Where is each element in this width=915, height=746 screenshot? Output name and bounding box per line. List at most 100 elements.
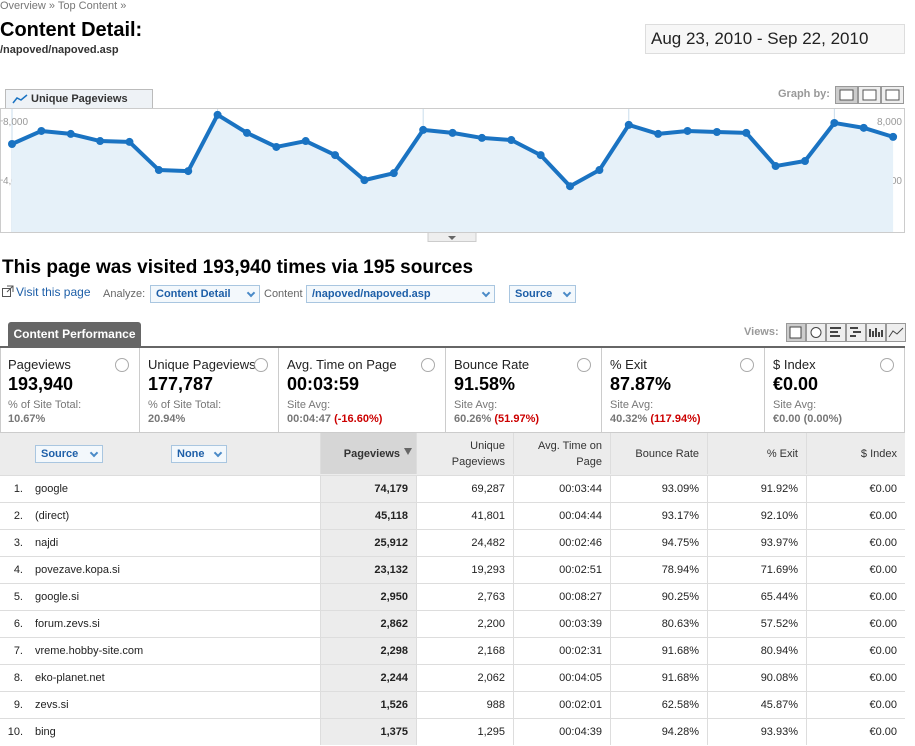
point — [712, 127, 721, 136]
column-header[interactable]: % Exit — [707, 433, 806, 474]
cell-value: 69,287 — [416, 475, 513, 502]
scorecard-note: Site Avg: 00:04:47 (-16.60%) — [287, 398, 445, 426]
point — [272, 142, 281, 151]
column-label: Unique Pageviews — [451, 439, 505, 468]
help-icon[interactable] — [254, 358, 268, 372]
cell-value: 00:02:31 — [513, 637, 610, 664]
secondary-dropdown[interactable]: None — [171, 445, 227, 463]
cell-value: 80.63% — [610, 610, 707, 637]
cell-value: 1,526 — [320, 691, 416, 718]
help-icon[interactable] — [880, 358, 894, 372]
graph-by-buttons[interactable] — [835, 86, 905, 104]
cell-value: 2,950 — [320, 583, 416, 610]
dimension-dropdown[interactable]: Source — [509, 285, 576, 303]
cell-value: 2,244 — [320, 664, 416, 691]
cell-value: 93.97% — [707, 529, 806, 556]
cell-value: 41,801 — [416, 502, 513, 529]
analyze-label: Analyze: — [103, 288, 146, 300]
cell-value: €0.00 — [806, 529, 905, 556]
point — [595, 166, 604, 175]
scorecard-name: % Exit — [610, 357, 647, 372]
note-values: €0.00 (0.00%) — [773, 412, 904, 426]
analyze-dropdown[interactable]: Content Detail — [150, 285, 260, 303]
column-header[interactable]: Pageviews — [320, 433, 416, 474]
cell-value: €0.00 — [806, 583, 905, 610]
scorecard: Avg. Time on Page 00:03:59 Site Avg: 00:04:… — [279, 348, 446, 432]
help-icon[interactable] — [577, 358, 591, 372]
cell-value: 00:04:05 — [513, 664, 610, 691]
table-header-bg — [0, 433, 905, 476]
cell-value: 62.58% — [610, 691, 707, 718]
visit-link[interactable]: Visit this page — [16, 285, 91, 299]
cell-value: 2,862 — [320, 610, 416, 637]
cell-value: 90.08% — [707, 664, 806, 691]
crumb[interactable]: Overview — [0, 0, 46, 12]
note-change: (-16.60%) — [334, 413, 383, 425]
column-header[interactable]: Avg. Time on Page — [513, 433, 610, 474]
note-value: 00:04:47 — [287, 413, 332, 425]
cell-value: 57.52% — [707, 610, 806, 637]
column-label: $ Index — [860, 447, 897, 460]
crumb[interactable]: Top Content — [57, 0, 118, 12]
cell-value: €0.00 — [806, 664, 905, 691]
y-tick-label: 8,000 — [3, 117, 28, 128]
source-name[interactable]: google — [30, 475, 320, 502]
point — [742, 128, 751, 137]
column-header[interactable]: $ Index — [806, 433, 905, 474]
note-value: 10.67% — [8, 413, 46, 425]
source-name[interactable]: zevs.si — [30, 691, 320, 718]
collapse-arrow — [448, 236, 456, 240]
note-label: Site Avg: — [610, 399, 654, 411]
content-dropdown[interactable]: /napoved/napoved.asp — [306, 285, 495, 303]
point — [536, 151, 545, 160]
cell-value: 00:03:39 — [513, 610, 610, 637]
cell-value: €0.00 — [806, 475, 905, 502]
cell-value: 74,179 — [320, 475, 416, 502]
help-icon[interactable] — [421, 358, 435, 372]
scorecard-note: % of Site Total: 10.67% — [8, 398, 139, 426]
cell-value: 91.92% — [707, 475, 806, 502]
point — [771, 162, 780, 171]
source-name[interactable]: (direct) — [30, 502, 320, 529]
cell-value: 00:08:27 — [513, 583, 610, 610]
date-range[interactable]: Aug 23, 2010 - Sep 22, 2010 — [645, 24, 905, 54]
column-header[interactable]: Bounce Rate — [610, 433, 707, 474]
help-icon[interactable] — [115, 358, 129, 372]
note-label: % of Site Total: — [8, 399, 82, 411]
dimension-dropdown[interactable]: Source — [35, 445, 103, 463]
note-value: 20.94% — [148, 413, 186, 425]
help-icon[interactable] — [740, 358, 754, 372]
scorecard-name: $ Index — [773, 357, 816, 372]
source-name[interactable]: povezave.kopa.si — [30, 556, 320, 583]
external-icon — [2, 285, 14, 297]
chart: Aug 23Aug 30Sep 6Sep 13Sep 204,0004,0008… — [0, 108, 905, 242]
point — [301, 137, 310, 146]
point — [859, 123, 868, 132]
scorecard-name: Unique Pageviews — [148, 357, 256, 372]
source-name[interactable]: google.si — [30, 583, 320, 610]
source-name[interactable]: vreme.hobby-site.com — [30, 637, 320, 664]
point — [389, 169, 398, 178]
note-values: 60.26% (51.97%) — [454, 412, 601, 426]
crumb-sep: » — [120, 0, 127, 12]
scorecard-name: Bounce Rate — [454, 357, 530, 372]
source-name[interactable]: forum.zevs.si — [30, 610, 320, 637]
scorecard-note: % of Site Total: 20.94% — [148, 398, 278, 426]
cell-value: €0.00 — [806, 637, 905, 664]
cell-value: 94.75% — [610, 529, 707, 556]
column-header[interactable]: Unique Pageviews — [416, 433, 513, 474]
cell-value: 2,298 — [320, 637, 416, 664]
source-name[interactable]: bing — [30, 718, 320, 745]
tab[interactable]: Content Performance — [8, 322, 141, 347]
scorecard-value: 87.87% — [610, 374, 672, 394]
cell-value: 91.68% — [610, 664, 707, 691]
note-values: 10.67% — [8, 412, 139, 426]
view-buttons[interactable] — [786, 323, 906, 342]
views-label: Views: — [744, 326, 779, 338]
source-name[interactable]: najdi — [30, 529, 320, 556]
scorecard-note: Site Avg: €0.00 (0.00%) — [773, 398, 904, 426]
note-values: 40.32% (117.94%) — [610, 412, 764, 426]
source-name[interactable]: eko-planet.net — [30, 664, 320, 691]
note-label: Site Avg: — [454, 399, 498, 411]
metric-dropdown[interactable]: Unique Pageviews — [5, 89, 153, 108]
